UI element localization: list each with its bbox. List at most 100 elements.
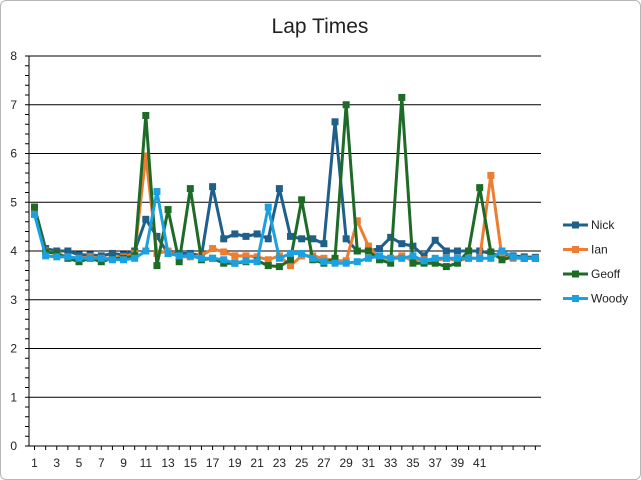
data-point-nick: [209, 183, 217, 191]
data-point-nick: [287, 232, 294, 240]
data-point-ian: [287, 262, 294, 270]
data-point-woody: [298, 249, 306, 257]
series-line-nick: [33, 120, 536, 259]
data-point-nick: [442, 247, 450, 255]
data-point-geoff: [287, 256, 294, 264]
legend-label-nick: Nick: [591, 218, 615, 232]
data-point-ian: [487, 171, 495, 179]
data-point-geoff: [453, 259, 461, 267]
series-line-geoff: [33, 95, 536, 269]
chart-title: Lap Times: [272, 15, 369, 38]
data-point-geoff: [364, 247, 372, 255]
data-point-woody: [487, 254, 495, 262]
data-point-geoff: [342, 101, 350, 109]
x-tick-label: 19: [228, 456, 242, 470]
data-point-ian: [364, 242, 372, 250]
x-tick-label: 3: [53, 456, 60, 470]
data-point-nick: [142, 215, 150, 223]
data-point-woody: [465, 254, 473, 262]
data-point-nick: [376, 245, 384, 253]
y-tick-label: 7: [10, 98, 17, 112]
x-tick-label: 9: [120, 456, 127, 470]
series-woody: [31, 188, 539, 267]
series-geoff: [31, 93, 539, 271]
data-point-ian: [242, 252, 250, 260]
y-tick-label: 4: [10, 244, 17, 258]
legend-marker-ian: [572, 246, 579, 253]
data-point-nick: [309, 235, 317, 243]
x-tick-label: 37: [429, 456, 443, 470]
data-point-woody: [97, 254, 105, 262]
data-point-geoff: [298, 196, 306, 204]
series-lines: [31, 93, 539, 271]
y-tick-label: 8: [10, 49, 17, 63]
data-point-woody: [531, 254, 539, 262]
y-tick-label: 2: [10, 342, 17, 356]
data-point-woody: [231, 259, 239, 267]
data-point-nick: [342, 235, 350, 243]
data-point-geoff: [175, 258, 183, 266]
data-point-woody: [253, 258, 261, 266]
data-point-woody: [476, 254, 484, 262]
data-point-nick: [431, 236, 439, 244]
x-tick-label: 21: [250, 456, 264, 470]
data-point-woody: [142, 247, 150, 255]
legend: Nick Ian Geoff Woody: [563, 218, 628, 306]
data-point-nick: [420, 252, 428, 260]
data-point-woody: [364, 254, 372, 262]
x-tick-label: 31: [362, 456, 376, 470]
y-tick-label: 5: [10, 195, 17, 209]
data-point-woody: [498, 247, 506, 255]
data-point-woody: [86, 254, 94, 262]
data-point-nick: [275, 185, 283, 193]
data-point-geoff: [465, 247, 473, 255]
data-point-nick: [253, 230, 261, 238]
data-point-woody: [186, 252, 194, 260]
data-point-nick: [264, 235, 272, 243]
data-point-geoff: [164, 206, 172, 214]
data-point-geoff: [186, 185, 194, 193]
data-point-nick: [220, 235, 228, 243]
data-point-woody: [431, 254, 439, 262]
data-point-geoff: [376, 256, 384, 264]
legend-marker-nick: [572, 221, 579, 229]
data-point-nick: [298, 235, 306, 243]
data-point-geoff: [431, 259, 439, 267]
legend-label-geoff: Geoff: [591, 267, 621, 281]
data-point-woody: [509, 253, 517, 261]
data-point-nick: [398, 240, 406, 248]
x-tick-label: 15: [184, 456, 198, 470]
series-nick: [31, 118, 539, 261]
data-point-geoff: [442, 263, 450, 271]
axes: [25, 55, 541, 450]
data-point-nick: [320, 240, 328, 248]
data-point-woody: [220, 256, 228, 264]
data-point-woody: [197, 254, 205, 262]
x-tick-label: 25: [295, 456, 309, 470]
data-point-nick: [153, 232, 161, 240]
x-tick-label: 17: [206, 456, 220, 470]
data-point-geoff: [353, 247, 361, 255]
data-point-woody: [64, 253, 72, 261]
data-point-woody: [320, 258, 328, 266]
data-point-woody: [242, 257, 250, 265]
data-point-woody: [353, 258, 361, 266]
data-point-woody: [387, 254, 395, 262]
data-point-woody: [520, 254, 528, 262]
x-tick-label: 41: [473, 456, 487, 470]
data-point-nick: [242, 232, 250, 240]
data-point-woody: [42, 252, 50, 260]
data-point-geoff: [275, 263, 283, 271]
y-tick-label: 3: [10, 293, 17, 307]
data-point-woody: [75, 254, 83, 262]
data-point-woody: [342, 259, 350, 267]
legend-label-woody: Woody: [591, 292, 628, 306]
x-tick-label: 39: [451, 456, 465, 470]
data-point-woody: [131, 254, 139, 262]
data-point-geoff: [331, 254, 339, 262]
y-tick-labels: 0 1 2 3 4 5 6 7 8: [10, 49, 17, 453]
data-point-woody: [376, 252, 384, 260]
data-point-geoff: [398, 93, 406, 101]
data-point-woody: [153, 188, 161, 196]
